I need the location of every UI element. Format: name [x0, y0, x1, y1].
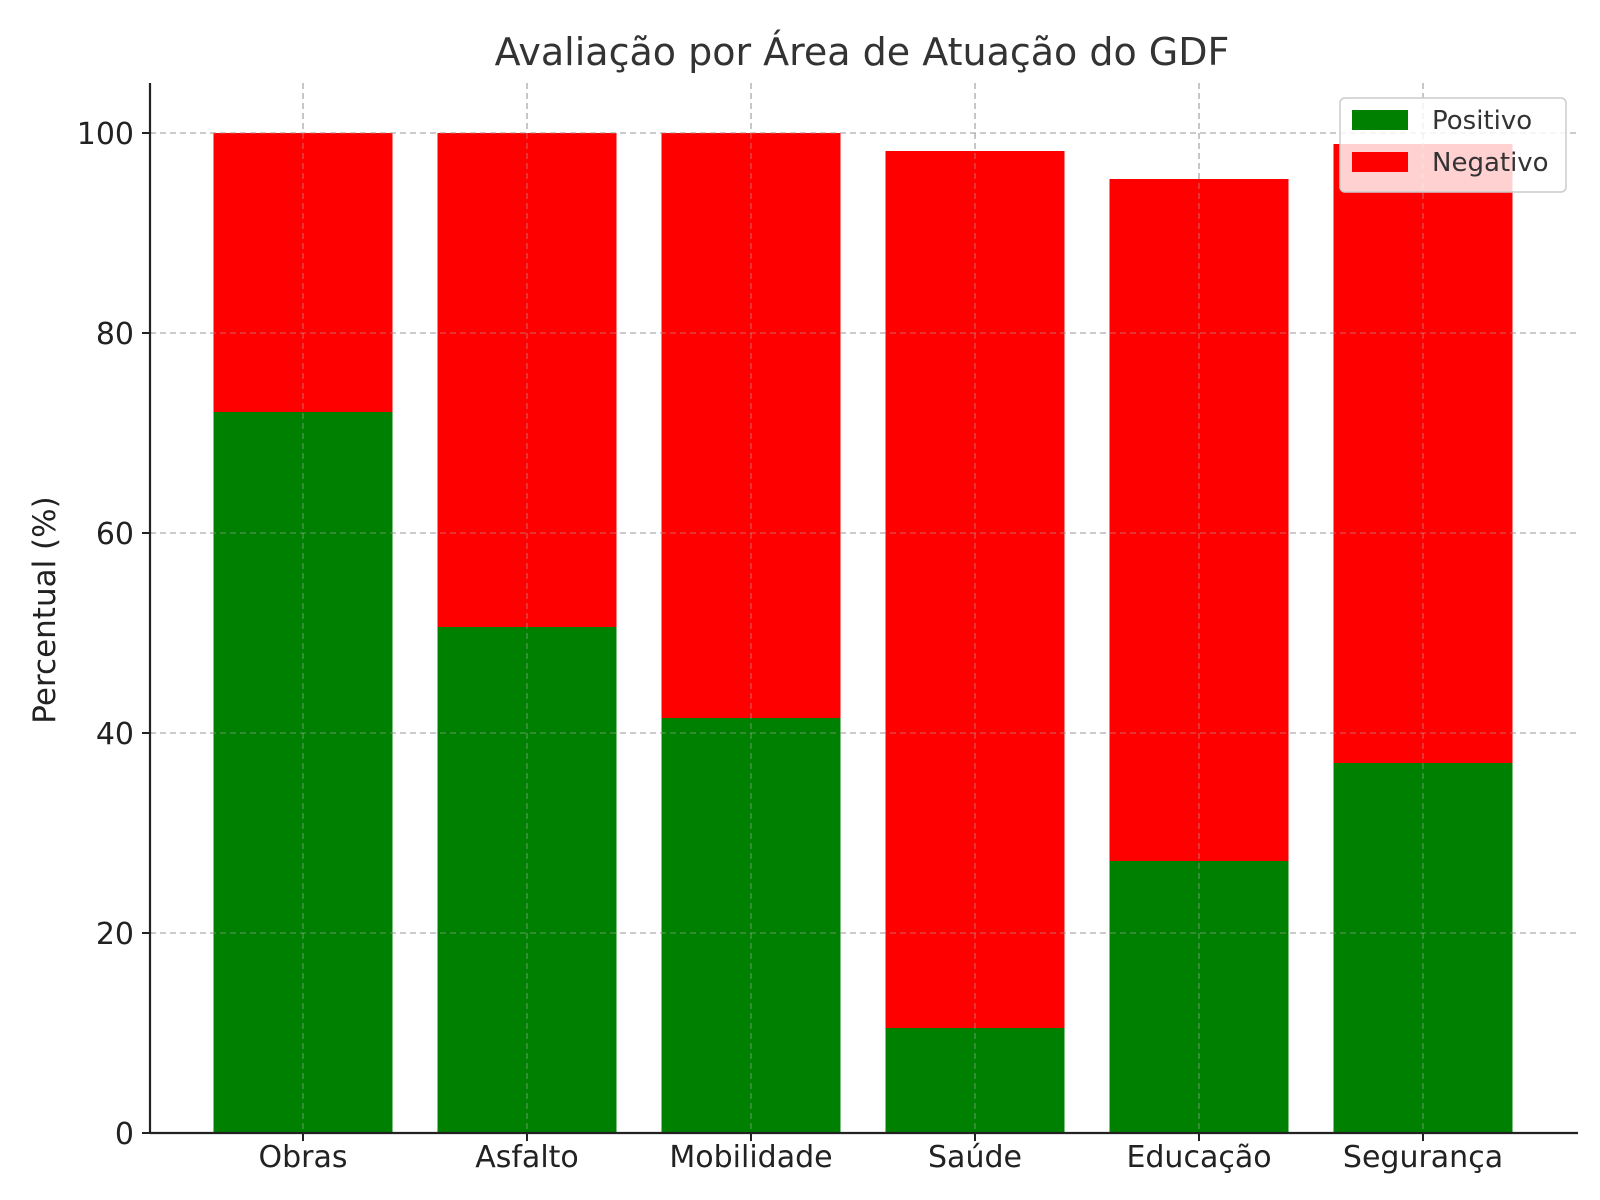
legend-label-negativo: Negativo: [1432, 148, 1549, 178]
bar-positivo-2: [437, 627, 617, 1133]
x-tick-label: Asfalto: [475, 1140, 579, 1175]
chart-title: Avaliação por Área de Atuação do GDF: [495, 30, 1230, 74]
bar-positivo-1: [213, 412, 393, 1133]
legend-swatch-negativo: [1352, 152, 1408, 172]
x-tick-label: Segurança: [1343, 1140, 1503, 1175]
bar-negativo-5: [1109, 179, 1289, 861]
bar-negativo-6: [1333, 144, 1513, 763]
y-axis-label: Percentual (%): [27, 496, 63, 723]
bar-positivo-4: [885, 1028, 1065, 1133]
bar-positivo-5: [1109, 861, 1289, 1133]
axes: [148, 83, 1578, 1135]
grid-lines-overlay: [150, 83, 1578, 1133]
legend: Positivo Negativo: [1339, 97, 1567, 193]
x-tick-label: Saúde: [928, 1140, 1022, 1175]
x-tick-label: Educação: [1126, 1140, 1271, 1175]
tick-labels: 0 20 40 60 80 100 Obras Asfalto Mobilidade Saúde E…: [77, 117, 1503, 1175]
legend-label-positivo: Positivo: [1432, 106, 1532, 136]
bar-negativo-2: [437, 133, 617, 627]
y-tick-label: 0: [115, 1117, 134, 1152]
y-tick-label: 20: [96, 917, 134, 952]
legend-swatch-positivo: [1352, 110, 1408, 130]
x-tick-label: Mobilidade: [669, 1140, 832, 1175]
bar-positivo-3: [661, 718, 841, 1133]
bars: [213, 133, 1513, 1133]
y-tick-label: 60: [96, 517, 134, 552]
bar-positivo-6: [1333, 763, 1513, 1133]
y-tick-label: 100: [77, 117, 134, 152]
bar-negativo-4: [885, 151, 1065, 1028]
x-tick-label: Obras: [258, 1140, 347, 1175]
y-tick-label: 40: [96, 717, 134, 752]
bar-negativo-1: [213, 133, 393, 412]
y-tick-label: 80: [96, 317, 134, 352]
bar-negativo-3: [661, 133, 841, 718]
